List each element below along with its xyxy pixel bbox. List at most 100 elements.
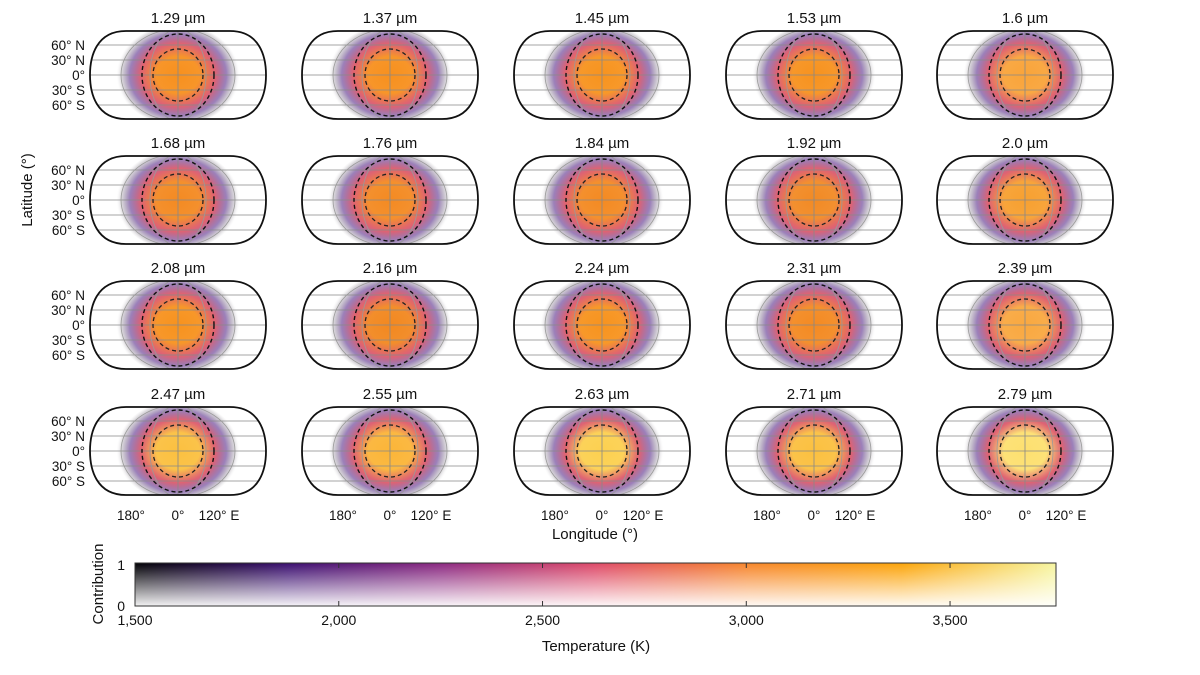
map-panel: 1.53 µm [725, 10, 903, 120]
map-outline [301, 30, 479, 120]
meridian-line [573, 407, 631, 495]
inner-dashed-contour [576, 173, 628, 227]
colorbar-x-tick-label: 2,500 [525, 612, 560, 628]
outer-dashed-contour [777, 409, 851, 493]
inner-dashed-contour [788, 298, 840, 352]
meridian-line [756, 156, 872, 244]
inner-dashed-contour [999, 173, 1051, 227]
map-panel: 2.71 µm 180° 0° 120° E [725, 386, 903, 523]
outer-dashed-contour [988, 283, 1062, 367]
inner-dashed-contour [364, 298, 416, 352]
panel-title: 1.29 µm [151, 10, 206, 27]
latitude-tick-label: 30° N [51, 303, 85, 318]
outer-dashed-contour [777, 33, 851, 117]
meridian-line [332, 281, 448, 369]
meridian-line [332, 31, 448, 119]
meridian-line [996, 407, 1054, 495]
meridian-line [573, 31, 631, 119]
inner-dashed-contour [788, 48, 840, 102]
latitude-tick-label: 30° S [52, 83, 85, 98]
latitude-tick-label: 30° N [51, 178, 85, 193]
inner-dashed-contour [364, 48, 416, 102]
longitude-tick-label: 120° E [1046, 508, 1087, 523]
outer-dashed-contour [988, 158, 1062, 242]
panel-title: 2.0 µm [1002, 135, 1048, 152]
map-panel: 2.0 µm [936, 135, 1114, 245]
latitude-tick-label: 0° [72, 444, 85, 459]
panel-title: 2.79 µm [998, 386, 1053, 403]
map-outline [301, 155, 479, 245]
longitude-tick-label: 0° [808, 508, 821, 523]
meridian-line [361, 407, 419, 495]
latitude-tick-label: 30° S [52, 208, 85, 223]
panel-title: 1.76 µm [363, 135, 418, 152]
colorbar-fade [135, 563, 1056, 606]
outer-dashed-contour [777, 283, 851, 367]
outer-dashed-contour [141, 283, 215, 367]
meridian-line [756, 281, 872, 369]
meridian-line [361, 281, 419, 369]
map-outline [725, 155, 903, 245]
inner-dashed-contour [999, 424, 1051, 478]
outer-dashed-contour [565, 409, 639, 493]
colorbar-frame [134, 562, 1057, 607]
map-panel: 1.45 µm [513, 10, 691, 120]
longitude-tick-label: 180° [329, 508, 357, 523]
inner-dashed-contour [788, 173, 840, 227]
outer-dashed-contour [353, 33, 427, 117]
outer-dashed-contour [353, 283, 427, 367]
panel-title: 2.31 µm [787, 260, 842, 277]
longitude-tick-label: 0° [596, 508, 609, 523]
colorbar-x-tick-label: 3,000 [729, 612, 764, 628]
inner-dashed-contour [152, 298, 204, 352]
panel-title: 1.37 µm [363, 10, 418, 27]
map-outline [513, 155, 691, 245]
colorbar: 1 0 Contribution 1,500 2,000 2,500 3,000 3,5… [90, 544, 1057, 655]
inner-dashed-contour [576, 48, 628, 102]
latitude-tick-label: 60° N [51, 414, 85, 429]
colorbar-x-label: Temperature (K) [542, 638, 650, 655]
outer-dashed-contour [353, 158, 427, 242]
latitude-tick-label: 60° S [52, 348, 85, 363]
map-panel: 2.79 µm 180° 0° 120° E [936, 386, 1114, 523]
meridian-line [544, 407, 660, 495]
map-outline [89, 280, 267, 370]
colorbar-x-tick-label: 3,500 [933, 612, 968, 628]
panel-title: 1.84 µm [575, 135, 630, 152]
meridian-line [967, 31, 1083, 119]
map-panel: 1.6 µm [936, 10, 1114, 120]
meridian-line [967, 281, 1083, 369]
x-axis-label: Longitude (°) [552, 526, 638, 543]
inner-dashed-contour [576, 298, 628, 352]
outer-dashed-contour [141, 33, 215, 117]
meridian-line [785, 281, 843, 369]
inner-dashed-contour [152, 424, 204, 478]
panel-title: 2.47 µm [151, 386, 206, 403]
map-panel: 2.16 µm [301, 260, 479, 370]
meridian-line [544, 281, 660, 369]
meridian-line [785, 31, 843, 119]
latitude-tick-label: 60° S [52, 223, 85, 238]
meridian-line [573, 281, 631, 369]
latitude-tick-label: 30° S [52, 333, 85, 348]
map-panel: 2.39 µm [936, 260, 1114, 370]
panel-title: 2.24 µm [575, 260, 630, 277]
meridian-line [120, 281, 236, 369]
map-panel: 2.55 µm 180° 0° 120° E [301, 386, 479, 523]
map-outline [89, 155, 267, 245]
longitude-tick-label: 120° E [835, 508, 876, 523]
colorbar-x-tick-label: 1,500 [117, 612, 152, 628]
inner-dashed-contour [999, 298, 1051, 352]
meridian-line [573, 156, 631, 244]
panel-title: 1.68 µm [151, 135, 206, 152]
meridian-line [967, 407, 1083, 495]
latitude-tick-label: 60° N [51, 163, 85, 178]
longitude-tick-label: 180° [964, 508, 992, 523]
outer-dashed-contour [565, 283, 639, 367]
latitude-tick-label: 60° S [52, 98, 85, 113]
latitude-tick-label: 0° [72, 193, 85, 208]
inner-dashed-contour [152, 173, 204, 227]
latitude-tick-label: 60° N [51, 38, 85, 53]
